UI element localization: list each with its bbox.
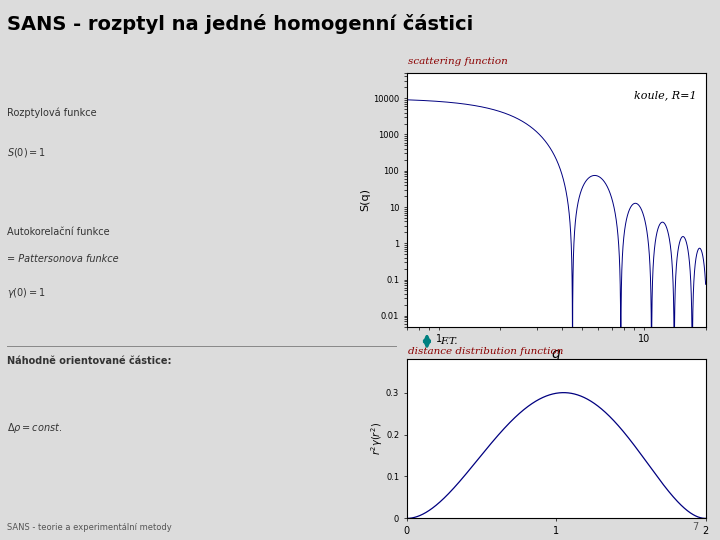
- Text: = Pattersonova funkce: = Pattersonova funkce: [7, 254, 119, 264]
- Text: scattering function: scattering function: [408, 57, 508, 66]
- Y-axis label: $r^2\gamma(r^2)$: $r^2\gamma(r^2)$: [369, 422, 384, 455]
- Text: 7: 7: [692, 522, 698, 532]
- Text: SANS - teorie a experimentální metody: SANS - teorie a experimentální metody: [7, 523, 172, 532]
- Text: SANS - rozptyl na jedné homogenní částici: SANS - rozptyl na jedné homogenní částic…: [7, 14, 474, 33]
- Text: F.T.: F.T.: [440, 337, 457, 346]
- Text: distance distribution function: distance distribution function: [408, 347, 564, 356]
- Text: koule, R=1: koule, R=1: [634, 91, 697, 100]
- Y-axis label: S(q): S(q): [360, 188, 370, 211]
- X-axis label: q: q: [552, 347, 561, 361]
- Text: Rozptylová funkce: Rozptylová funkce: [7, 108, 96, 118]
- Text: $S(0) = 1$: $S(0) = 1$: [7, 146, 46, 159]
- Text: $\Delta\rho = const.$: $\Delta\rho = const.$: [7, 421, 63, 435]
- Text: $\gamma(0) = 1$: $\gamma(0) = 1$: [7, 286, 46, 300]
- Text: Náhodně orientované částice:: Náhodně orientované částice:: [7, 356, 171, 367]
- X-axis label: r: r: [554, 539, 559, 540]
- Text: Autokorelační funkce: Autokorelační funkce: [7, 227, 110, 237]
